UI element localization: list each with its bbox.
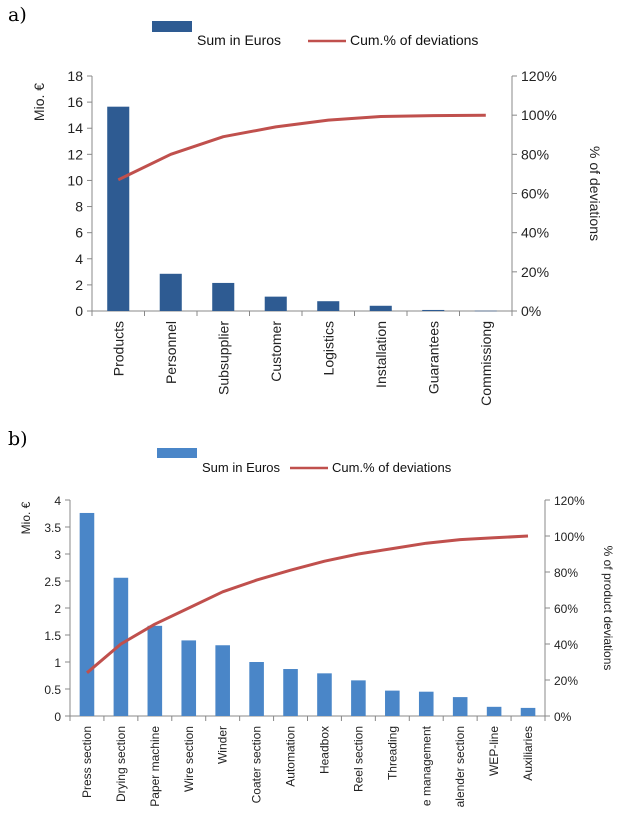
- x-category-label: Guarantees: [425, 321, 441, 394]
- y-tick-label: 0.5: [44, 683, 61, 697]
- x-category-label: Threading: [385, 726, 399, 780]
- bar: [113, 577, 129, 716]
- y-tick-label: 2.5: [44, 575, 61, 589]
- y-tick-label: 4: [75, 251, 83, 267]
- bar: [486, 706, 502, 716]
- x-category-label: Wire section: [182, 726, 196, 792]
- x-category-label: alender section: [453, 726, 467, 807]
- y2-tick-label: 100%: [554, 530, 585, 544]
- y-tick-label: 16: [67, 94, 83, 110]
- legend-label-line: Cum.% of deviations: [350, 32, 478, 48]
- x-category-label: Installation: [373, 321, 389, 388]
- bar: [520, 707, 536, 716]
- y-tick-label: 2: [54, 602, 61, 616]
- x-category-label: Commissiong: [478, 321, 494, 406]
- legend-label-bar: Sum in Euros: [202, 460, 281, 475]
- y-tick-label: 6: [75, 225, 83, 241]
- y-tick-label: 12: [67, 146, 83, 162]
- y2-tick-label: 80%: [554, 566, 578, 580]
- bar: [452, 697, 468, 716]
- y2-axis-title: % of product deviations: [601, 546, 615, 671]
- x-category-label: Products: [110, 321, 126, 376]
- bar: [212, 282, 235, 311]
- x-category-label: Customer: [268, 321, 284, 382]
- bar: [474, 310, 497, 312]
- x-category-label: Winder: [216, 726, 230, 764]
- bar: [215, 645, 230, 716]
- y2-tick-label: 120%: [554, 494, 585, 508]
- y-tick-label: 2: [75, 277, 83, 293]
- x-category-label: Drying section: [114, 726, 128, 802]
- x-category-label: Coater section: [250, 726, 264, 803]
- y-tick-label: 0: [75, 303, 83, 319]
- cumulative-line: [86, 534, 529, 674]
- bar: [317, 673, 332, 716]
- bar: [79, 512, 95, 716]
- bar: [249, 662, 264, 716]
- bar: [264, 296, 287, 311]
- x-category-label: Headbox: [317, 726, 331, 774]
- y2-tick-label: 0%: [521, 303, 541, 319]
- x-category-label: e management: [419, 725, 433, 806]
- legend-label-bar: Sum in Euros: [197, 32, 281, 48]
- y-tick-label: 4: [54, 494, 61, 508]
- y2-tick-label: 100%: [521, 107, 557, 123]
- y2-tick-label: 20%: [554, 674, 578, 688]
- y2-tick-label: 120%: [521, 68, 557, 84]
- y-tick-label: 10: [67, 172, 83, 188]
- x-category-label: Logistics: [320, 321, 336, 375]
- x-category-label: Paper machine: [148, 726, 162, 807]
- bar: [107, 106, 130, 311]
- legend-swatch-bar: [152, 21, 192, 32]
- x-category-label: Auxiliaries: [521, 726, 535, 781]
- panel-b-letter: b): [8, 428, 28, 450]
- x-category-label: Automation: [284, 726, 298, 787]
- bar: [283, 669, 298, 716]
- legend-swatch-bar: [157, 448, 197, 458]
- y2-tick-label: 20%: [521, 264, 549, 280]
- bar: [181, 640, 197, 716]
- chart-a: Sum in Euros Cum.% of deviations 0 2 4 6 8 10 12…: [31, 21, 603, 406]
- bar: [385, 690, 400, 716]
- panel-a-letter: a): [8, 4, 27, 26]
- bar: [159, 273, 182, 311]
- y2-tick-label: 80%: [521, 146, 549, 162]
- x-category-label: Press section: [80, 726, 94, 798]
- x-category-label: Reel section: [351, 726, 365, 792]
- y-tick-label: 0: [54, 710, 61, 724]
- y-tick-label: 14: [67, 120, 83, 136]
- cumulative-line: [117, 113, 486, 182]
- bar: [422, 309, 445, 311]
- x-category-label: Subsupplier: [215, 321, 231, 395]
- y2-tick-label: 60%: [521, 186, 549, 202]
- chart-b: Sum in Euros Cum.% of deviations 0 0.5 1 1.5 2…: [19, 448, 615, 807]
- bar: [418, 691, 434, 716]
- y-tick-label: 3: [54, 548, 61, 562]
- y2-tick-label: 60%: [554, 602, 578, 616]
- legend-label-line: Cum.% of deviations: [332, 460, 452, 475]
- y2-tick-label: 0%: [554, 710, 572, 724]
- y2-tick-label: 40%: [554, 638, 578, 652]
- y2-tick-label: 40%: [521, 225, 549, 241]
- y2-axis-title: % of deviations: [587, 146, 603, 241]
- y-tick-label: 1: [54, 656, 61, 670]
- y-axis-title: Mio. €: [31, 83, 47, 121]
- x-category-label: WEP-line: [487, 726, 501, 776]
- y-tick-label: 1.5: [44, 629, 61, 643]
- y-tick-label: 8: [75, 199, 83, 215]
- bar: [369, 305, 392, 311]
- y-tick-label: 3.5: [44, 521, 61, 535]
- bar: [317, 301, 340, 311]
- y-axis-title: Mio. €: [19, 501, 33, 534]
- bar: [351, 680, 366, 716]
- y-tick-label: 18: [67, 68, 83, 84]
- x-category-label: Personnel: [163, 321, 179, 384]
- bar: [147, 625, 163, 716]
